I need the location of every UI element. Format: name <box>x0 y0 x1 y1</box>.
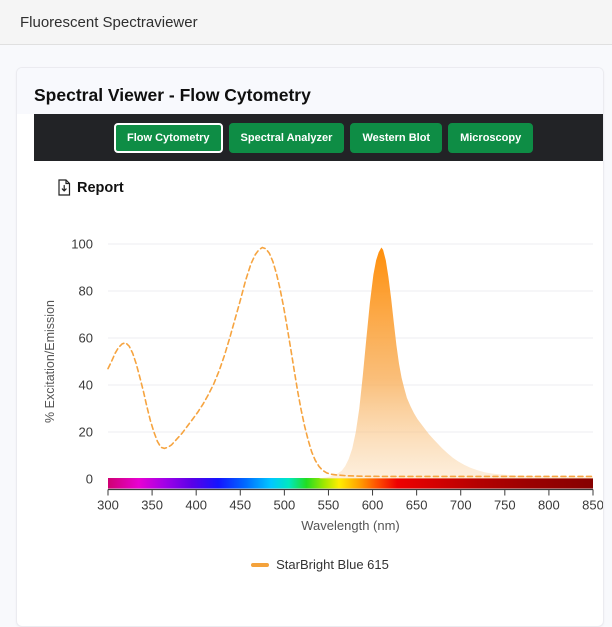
svg-text:20: 20 <box>79 425 93 440</box>
app-header: Fluorescent Spectraviewer <box>0 0 612 45</box>
file-download-icon <box>57 179 71 196</box>
app-title: Fluorescent Spectraviewer <box>20 13 198 31</box>
svg-text:850: 850 <box>582 498 603 513</box>
chart-legend: StarBright Blue 615 <box>37 557 603 572</box>
spectra-chart: 300 350 400 450 500 550 600 650 700 750 800 850 0 20 4… <box>37 236 603 536</box>
svg-text:% Excitation/Emission: % Excitation/Emission <box>43 300 57 423</box>
tab-spectral-analyzer[interactable]: Spectral Analyzer <box>228 122 345 153</box>
svg-text:100: 100 <box>71 237 93 252</box>
svg-text:80: 80 <box>79 284 93 299</box>
svg-text:750: 750 <box>494 498 516 513</box>
svg-text:700: 700 <box>450 498 472 513</box>
svg-text:500: 500 <box>274 498 296 513</box>
svg-text:600: 600 <box>362 498 384 513</box>
spectral-viewer-card: Spectral Viewer - Flow Cytometry Flow Cy… <box>16 67 604 627</box>
svg-text:300: 300 <box>97 498 119 513</box>
tab-flow-cytometry[interactable]: Flow Cytometry <box>114 122 223 153</box>
svg-text:450: 450 <box>229 498 251 513</box>
legend-label: StarBright Blue 615 <box>276 557 389 572</box>
mode-toolbar: Flow Cytometry Spectral Analyzer Western… <box>34 114 603 161</box>
svg-text:40: 40 <box>79 378 93 393</box>
svg-text:800: 800 <box>538 498 560 513</box>
card-header-background <box>17 68 603 114</box>
report-button-label: Report <box>77 179 124 196</box>
tab-western-blot[interactable]: Western Blot <box>350 122 443 153</box>
legend-color-swatch <box>251 562 270 567</box>
report-button[interactable]: Report <box>57 179 124 196</box>
card-title: Spectral Viewer - Flow Cytometry <box>34 85 311 105</box>
svg-text:550: 550 <box>318 498 340 513</box>
svg-text:400: 400 <box>185 498 207 513</box>
spectra-chart-svg: 300 350 400 450 500 550 600 650 700 750 800 850 0 20 4… <box>43 237 603 534</box>
svg-text:Wavelength (nm): Wavelength (nm) <box>301 518 400 533</box>
svg-text:350: 350 <box>141 498 163 513</box>
svg-text:60: 60 <box>79 331 93 346</box>
tab-microscopy[interactable]: Microscopy <box>448 122 534 153</box>
svg-text:650: 650 <box>406 498 428 513</box>
svg-text:0: 0 <box>86 472 93 487</box>
